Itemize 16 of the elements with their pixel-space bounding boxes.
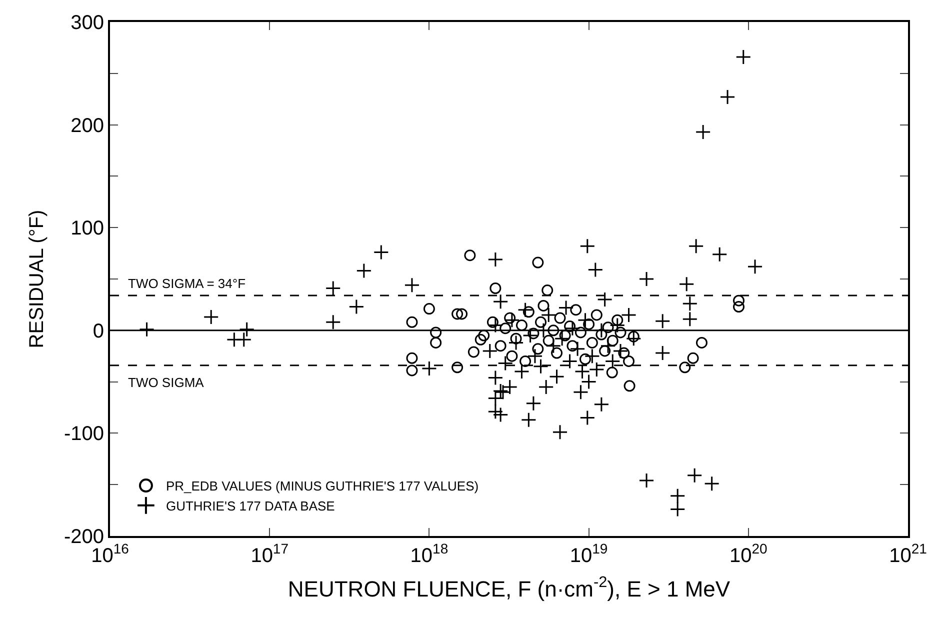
ref-line-label: TWO SIGMA = 34°F [128, 276, 246, 291]
y-tick-label: 100 [70, 218, 104, 240]
x-tick-label: 10$^{20}$ [729, 540, 768, 567]
ref-line-label: TWO SIGMA [128, 375, 204, 390]
y-tick-label: 0 [92, 320, 104, 342]
y-tick-label: -100 [64, 423, 104, 446]
legend-label: PR_EDB VALUES (MINUS GUTHRIE'S 177 VALUES) [166, 478, 479, 494]
y-tick-label: 300 [70, 12, 104, 34]
y-tick-label: 200 [70, 114, 104, 137]
x-tick-label: 10$^{18}$ [410, 540, 448, 567]
legend-label: GUTHRIE'S 177 DATA BASE [166, 498, 336, 514]
x-tick-label: 10$^{21}$ [889, 540, 928, 567]
x-tick-label: 10$^{19}$ [570, 540, 608, 567]
y-axis-title: RESIDUAL (°F) [26, 210, 48, 348]
x-tick-label: 10$^{17}$ [250, 540, 289, 567]
x-axis-title: NEUTRON FLUENCE, F (n·cm$^{-2}$), E > 1 MeV [288, 574, 730, 602]
